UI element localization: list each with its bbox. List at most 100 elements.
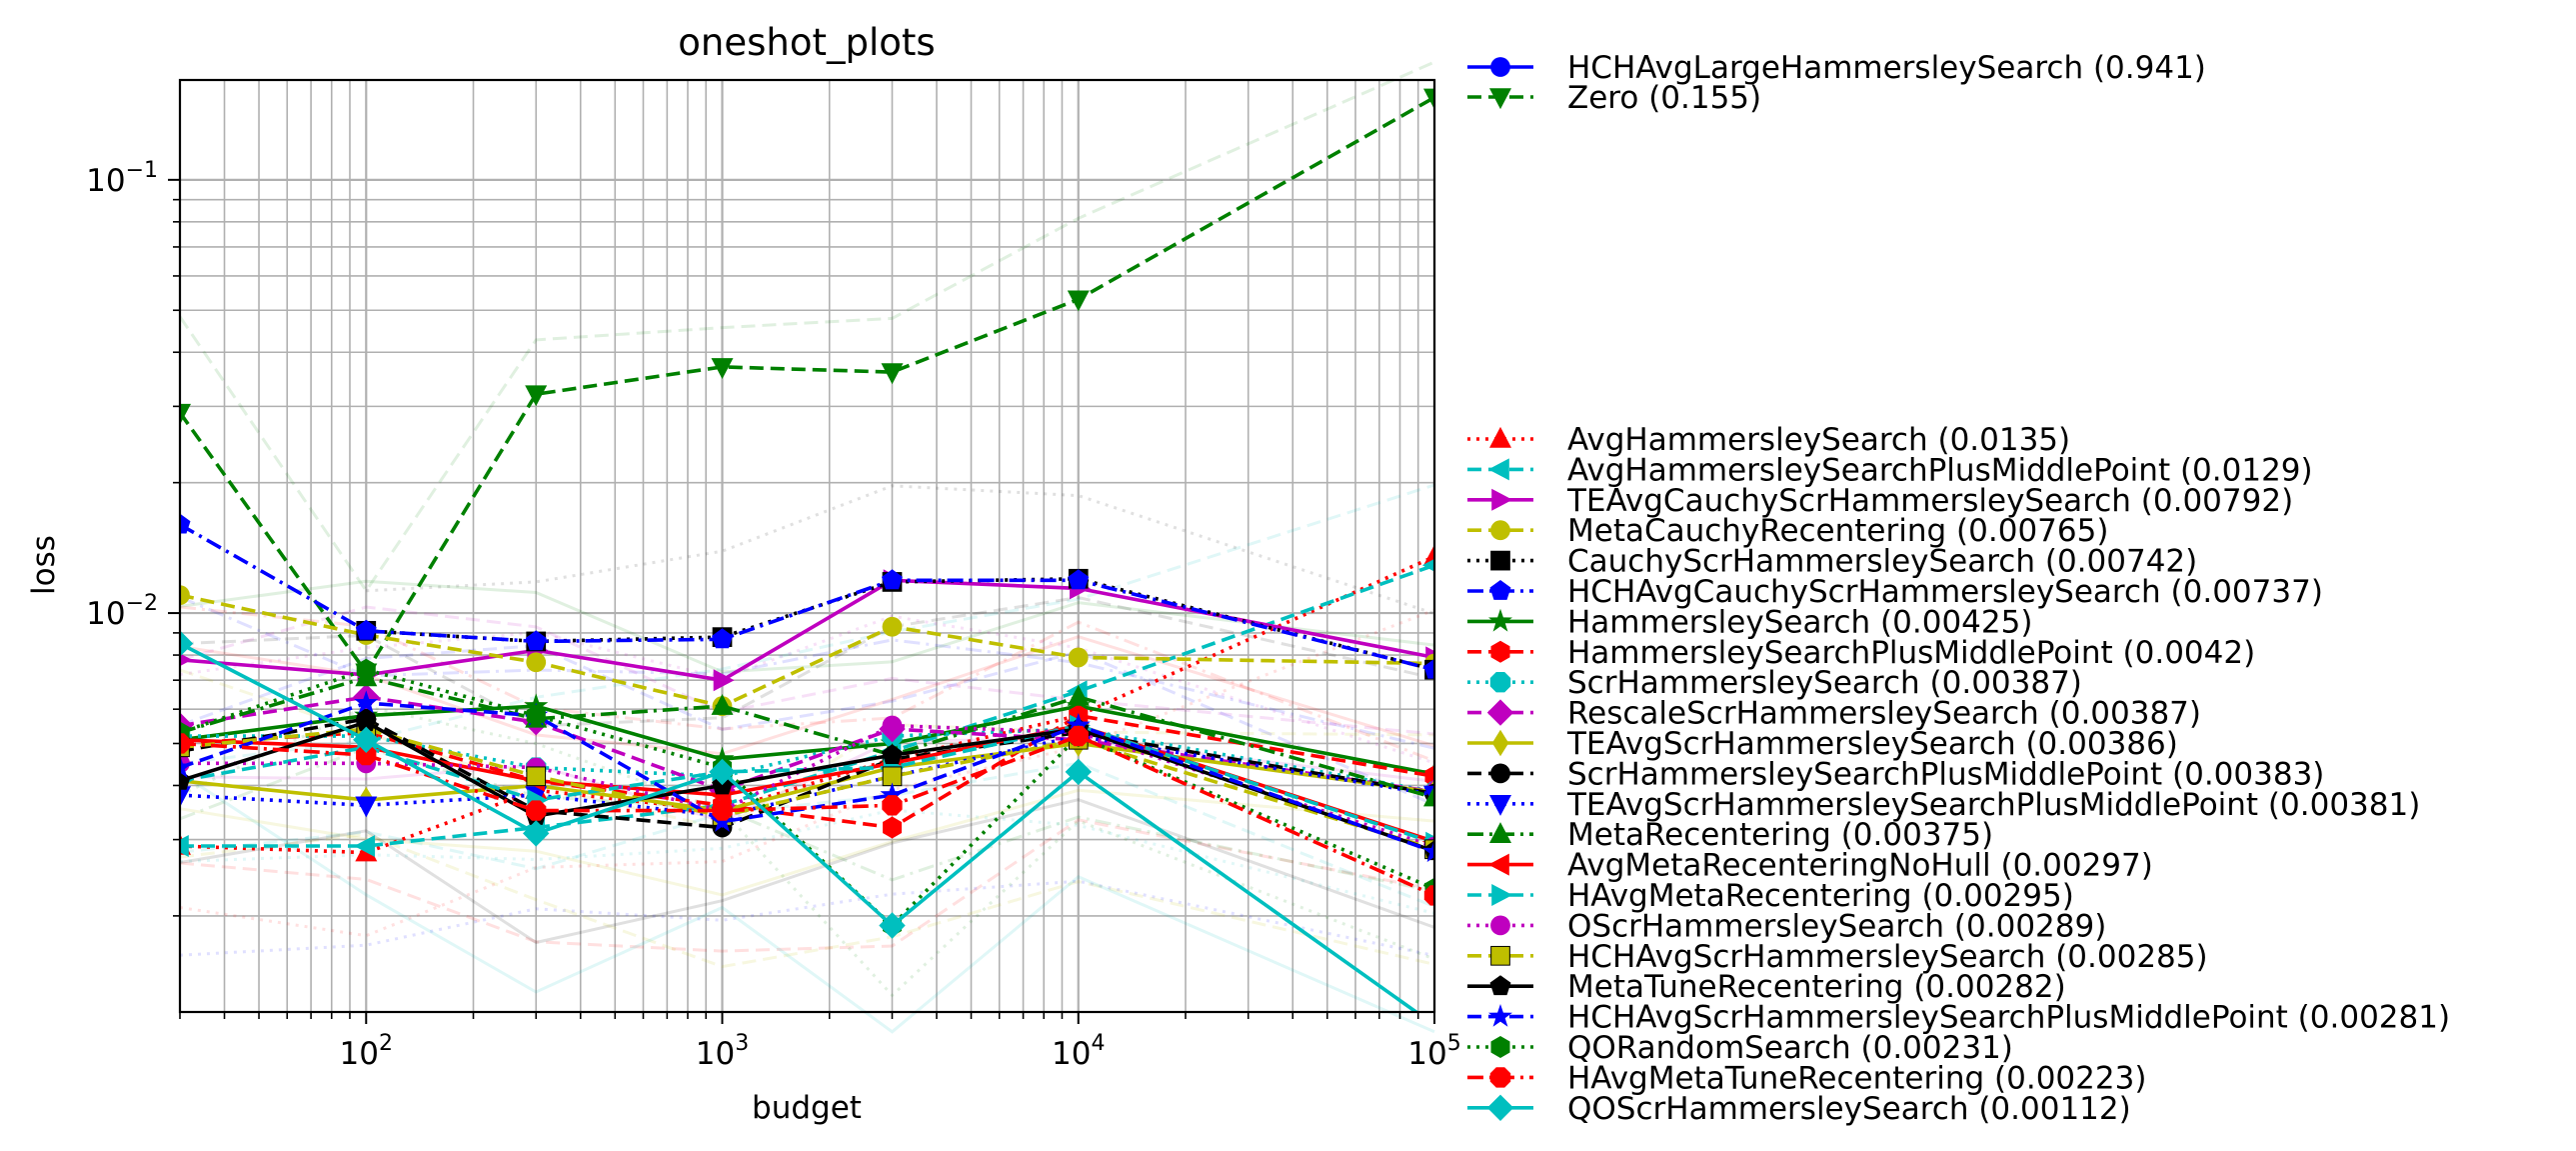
legend-marker: [1487, 458, 1509, 481]
legend-marker: [1487, 853, 1509, 876]
legend-label: QORandomSearch (0.00231): [1567, 1030, 2013, 1066]
data-point: [882, 616, 903, 637]
data-point: [180, 754, 192, 778]
legend-label: HammersleySearch (0.00425): [1567, 604, 2032, 640]
data-point: [712, 628, 733, 649]
legend: HCHAvgLargeHammersleySearch (0.941)Zero …: [1467, 50, 2450, 1127]
legend-entry: MetaRecentering (0.00375): [1467, 817, 1993, 853]
faded-series-line: [178, 60, 1435, 594]
legend-entry: TEAvgScrHammersleySearchPlusMiddlePoint …: [1467, 787, 2420, 823]
axis-ticks: 102 103 104 105 10−2 10−1: [86, 158, 1461, 1072]
plot-frame: [178, 78, 1436, 1014]
data-point: [180, 653, 193, 667]
faded-series-line: [179, 483, 1435, 765]
legend-marker: [1490, 1036, 1510, 1058]
legend-entry: AvgHammersleySearchPlusMiddlePoint (0.01…: [1467, 452, 2313, 488]
data-point: [354, 690, 379, 714]
data-point: [1423, 785, 1434, 807]
legend-label: TEAvgScrHammersleySearchPlusMiddlePoint …: [1566, 787, 2420, 823]
legend-label: MetaRecentering (0.00375): [1567, 817, 1993, 853]
data-point: [1423, 544, 1434, 566]
data-point: [711, 694, 734, 715]
data-point: [526, 652, 547, 673]
legend-label: QOScrHammersleySearch (0.00112): [1567, 1091, 2131, 1127]
series-7: [180, 513, 1434, 679]
data-point: [882, 715, 903, 736]
legend-entry: MetaCauchyRecentering (0.00765): [1467, 513, 2108, 549]
legend-entry: ScrHammersleySearch (0.00387): [1467, 665, 2082, 701]
data-point: [355, 796, 378, 818]
faded-series-line: [366, 484, 1435, 616]
legend-entry: HCHAvgCauchyScrHammersleySearch (0.00737…: [1467, 574, 2323, 610]
legend-label: ScrHammersleySearch (0.00387): [1567, 665, 2082, 701]
data-point: [1423, 885, 1434, 906]
legend-entry: QOScrHammersleySearch (0.00112): [1467, 1091, 2131, 1127]
data-point: [180, 630, 194, 657]
faded-series-line: [179, 832, 1435, 969]
data-point: [356, 745, 377, 766]
legend-label: Zero (0.155): [1567, 80, 1761, 116]
series-24: [180, 630, 1434, 1012]
legend-marker: [1491, 729, 1509, 757]
legend-marker: [1490, 520, 1510, 541]
y-tick-label: 10−1: [86, 158, 158, 199]
legend-entry: HCHAvgScrHammersleySearchPlusMiddlePoint…: [1467, 1000, 2450, 1036]
data-point: [353, 726, 380, 753]
chart-title: oneshot_plots: [678, 21, 935, 64]
data-point: [1423, 658, 1434, 679]
legend-marker: [1491, 488, 1513, 511]
data-point: [882, 744, 903, 764]
legend-entry: HAvgMetaTuneRecentering (0.00223): [1467, 1060, 2146, 1096]
data-point: [1421, 558, 1434, 572]
data-point: [1422, 839, 1434, 863]
legend-marker: [1488, 608, 1512, 632]
data-point: [526, 800, 547, 821]
legend-label: HammersleySearchPlusMiddlePoint (0.0042): [1567, 635, 2255, 671]
faded-series-line: [179, 579, 1435, 674]
series-lines: [180, 88, 1434, 1012]
data-point: [180, 835, 189, 857]
data-point: [709, 758, 736, 786]
x-tick-label: 102: [340, 1031, 393, 1072]
legend-label: TEAvgScrHammersleySearch (0.00386): [1566, 726, 2178, 762]
legend-label: HCHAvgScrHammersleySearchPlusMiddlePoint…: [1567, 1000, 2450, 1036]
legend-entry: RescaleScrHammersleySearch (0.00387): [1467, 696, 2201, 732]
data-point: [1068, 725, 1089, 747]
legend-marker: [1489, 672, 1511, 693]
data-point: [1068, 569, 1090, 590]
faded-series-line: [179, 818, 1435, 953]
legend-label: CauchyScrHammersleySearch (0.00742): [1567, 544, 2197, 580]
legend-entry: HAvgMetaRecentering (0.00295): [1467, 878, 2074, 914]
legend-marker: [1489, 975, 1511, 996]
data-point: [526, 704, 546, 727]
legend-label: AvgHammersleySearchPlusMiddlePoint (0.01…: [1567, 452, 2313, 488]
legend-marker: [1490, 57, 1510, 77]
legend-label: OScrHammersleySearch (0.00289): [1567, 908, 2106, 944]
faded-series-line: [179, 788, 1435, 897]
legend-entry: MetaTuneRecentering (0.00282): [1467, 969, 2066, 1005]
legend-label: TEAvgCauchyScrHammersleySearch (0.00792): [1566, 483, 2293, 519]
legend-label: HCHAvgScrHammersleySearch (0.00285): [1567, 939, 2208, 975]
legend-marker: [1489, 426, 1511, 448]
data-point: [879, 912, 906, 939]
data-point: [881, 363, 904, 385]
legend-marker: [1489, 822, 1511, 843]
data-point: [880, 782, 905, 806]
legend-label: RescaleScrHammersleySearch (0.00387): [1567, 696, 2201, 732]
data-point: [180, 769, 191, 790]
data-point: [882, 795, 903, 816]
legend-entry: ScrHammersleySearchPlusMiddlePoint (0.00…: [1467, 756, 2324, 792]
data-point: [1066, 712, 1091, 736]
data-point: [355, 619, 377, 640]
data-point: [1067, 684, 1090, 706]
legend-entry: HCHAvgLargeHammersleySearch (0.941): [1467, 50, 2206, 86]
data-point: [526, 766, 547, 787]
legend-entry: AvgMetaRecenteringNoHull (0.00297): [1467, 848, 2153, 884]
x-tick-label: 103: [696, 1031, 749, 1072]
x-tick-label: 104: [1052, 1031, 1105, 1072]
legend-marker: [1489, 1067, 1511, 1088]
legend-label: HAvgMetaTuneRecentering (0.00223): [1567, 1060, 2146, 1096]
legend-marker: [1489, 580, 1511, 600]
series-23: [180, 725, 1434, 906]
